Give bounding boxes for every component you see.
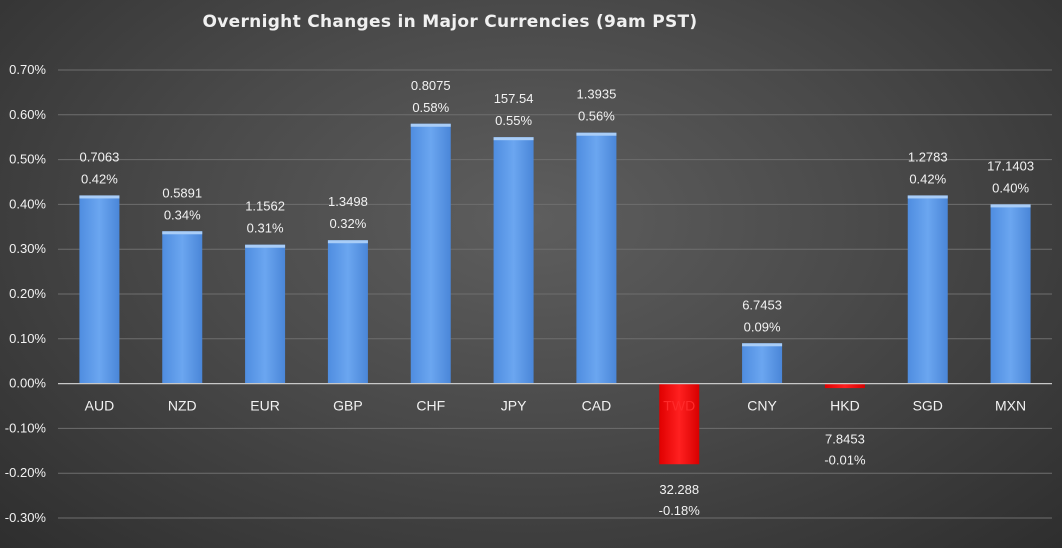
y-tick-label: 0.50% (9, 152, 46, 167)
x-tick-label-mxn: MXN (995, 398, 1026, 414)
bar-eur (245, 244, 286, 384)
bar-gbp (327, 240, 368, 384)
pct-label-chf: 0.58% (412, 100, 449, 115)
bars (79, 123, 1031, 465)
x-tick-label-jpy: JPY (501, 398, 527, 414)
y-tick-label: 0.10% (9, 331, 46, 346)
pct-label-twd: -0.18% (659, 503, 701, 518)
x-tick-label-sgd: SGD (913, 398, 943, 414)
y-tick-label: -0.30% (5, 510, 47, 525)
rate-label-nzd: 0.5891 (162, 185, 202, 200)
pct-label-cad: 0.56% (578, 109, 615, 124)
y-axis-ticks: 0.70% 0.60% 0.50% 0.40% 0.30% 0.20% 0.10% 0.00%… (5, 62, 47, 525)
x-tick-label-chf: CHF (416, 398, 445, 414)
rate-label-chf: 0.8075 (411, 78, 451, 93)
bar-aud (79, 195, 120, 384)
bar-chf (410, 123, 451, 384)
bar-highlight-jpy (493, 137, 534, 141)
y-tick-label: 0.20% (9, 286, 46, 301)
bar-nzd (162, 231, 203, 384)
rate-label-twd: 32.288 (659, 482, 699, 497)
bar-twd (659, 383, 700, 465)
pct-label-aud: 0.42% (81, 171, 118, 186)
bar-highlight-eur (245, 244, 286, 248)
rate-label-eur: 1.1562 (245, 199, 285, 214)
rate-label-mxn: 17.1403 (987, 158, 1034, 173)
pct-label-sgd: 0.42% (909, 171, 946, 186)
bar-highlight-cny (742, 343, 783, 347)
x-axis-ticks: AUD NZD EUR GBP CHF JPY CAD TWD CNY HKD SGD MXN (85, 398, 1027, 414)
bar-mxn (990, 204, 1031, 384)
bar-sgd (907, 195, 948, 384)
y-tick-label: -0.20% (5, 465, 47, 480)
y-tick-label: 0.60% (9, 107, 46, 122)
x-tick-label-aud: AUD (85, 398, 115, 414)
x-tick-label-gbp: GBP (333, 398, 363, 414)
pct-label-hkd: -0.01% (824, 453, 866, 468)
rate-label-sgd: 1.2783 (908, 149, 948, 164)
bar-highlight-chf (410, 123, 451, 127)
x-tick-label-nzd: NZD (168, 398, 197, 414)
bar-highlight-nzd (162, 231, 203, 235)
gridlines (58, 69, 1052, 519)
bar-highlight-mxn (990, 204, 1031, 208)
bar-cny (742, 343, 783, 384)
chart-title: Overnight Changes in Major Currencies (9… (203, 12, 698, 32)
x-tick-label-twd: TWD (663, 398, 695, 414)
rate-label-hkd: 7.8453 (825, 432, 865, 447)
bar-highlight-cad (576, 132, 617, 136)
rate-label-aud: 0.7063 (80, 149, 120, 164)
rate-label-jpy: 157.54 (494, 91, 534, 106)
data-labels: 0.7063 0.42% 0.5891 0.34% 1.1562 0.31% 1.3498 0… (80, 78, 1035, 518)
y-tick-label: 0.70% (9, 62, 46, 77)
y-tick-label: -0.10% (5, 420, 47, 435)
y-tick-label: 0.00% (9, 376, 46, 391)
y-tick-label: 0.30% (9, 241, 46, 256)
y-tick-label: 0.40% (9, 196, 46, 211)
rate-label-gbp: 1.3498 (328, 194, 368, 209)
bar-highlight-gbp (327, 240, 368, 244)
pct-label-jpy: 0.55% (495, 113, 532, 128)
bar-highlight-aud (79, 195, 120, 199)
pct-label-nzd: 0.34% (164, 207, 201, 222)
rate-label-cad: 1.3935 (577, 87, 617, 102)
x-tick-label-hkd: HKD (830, 398, 860, 414)
x-tick-label-cny: CNY (747, 398, 777, 414)
x-tick-label-cad: CAD (582, 398, 612, 414)
pct-label-cny: 0.09% (744, 319, 781, 334)
bar-jpy (493, 137, 534, 384)
pct-label-eur: 0.31% (247, 221, 284, 236)
bar-hkd (824, 383, 865, 389)
x-tick-label-eur: EUR (250, 398, 280, 414)
pct-label-mxn: 0.40% (992, 180, 1029, 195)
bar-highlight-sgd (907, 195, 948, 199)
pct-label-gbp: 0.32% (329, 216, 366, 231)
bar-cad (576, 132, 617, 384)
rate-label-cny: 6.7453 (742, 297, 782, 312)
